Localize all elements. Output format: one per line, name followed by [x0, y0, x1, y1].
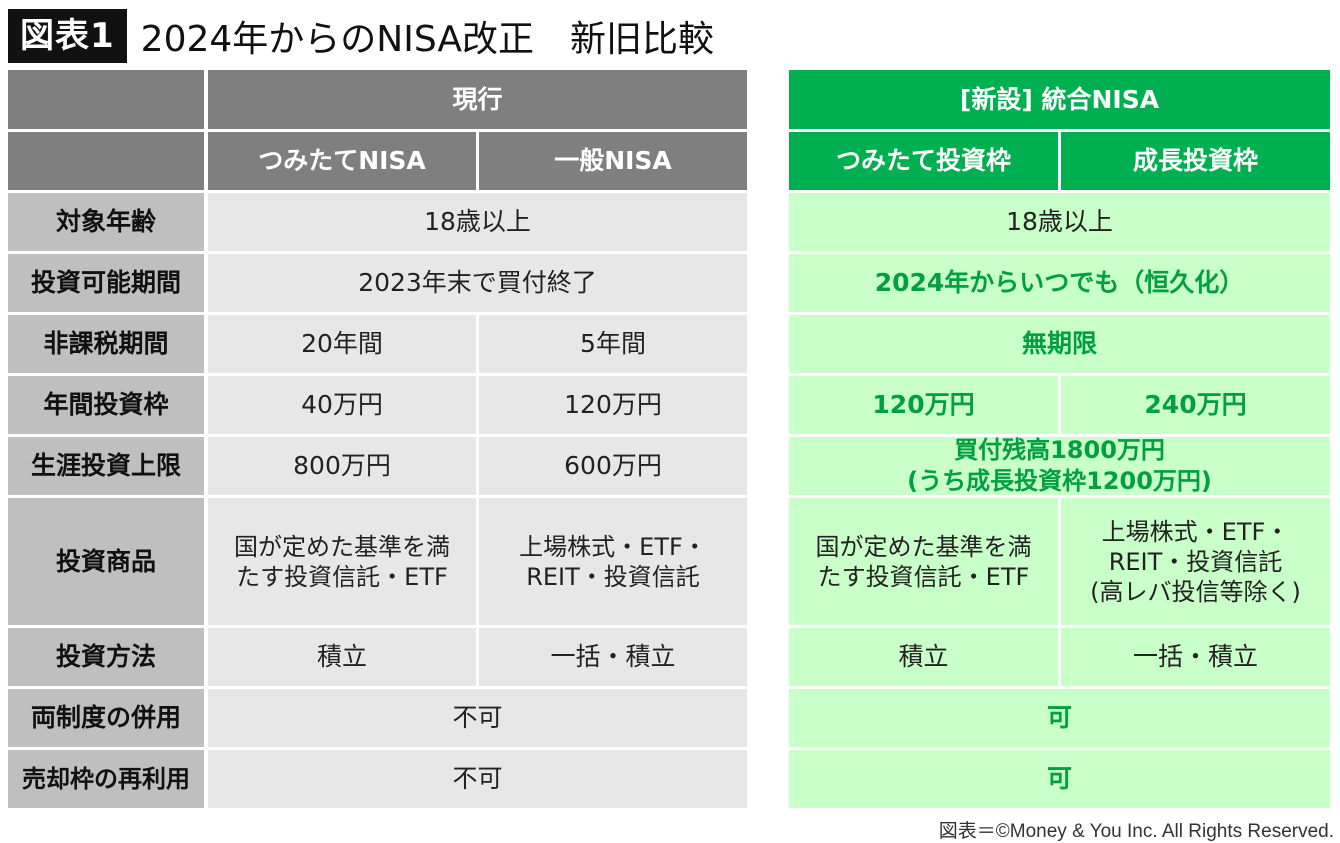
title-text: 2024年からのNISA改正 新旧比較: [140, 19, 714, 60]
new-combined-use: 可: [789, 689, 1330, 747]
new-tsumitate-annual-limit: 120万円: [789, 376, 1058, 434]
copyright-credit: 図表＝©Money & You Inc. All Rights Reserved…: [938, 821, 1334, 842]
new-investment-period: 2024年からいつでも（恒久化）: [789, 254, 1330, 312]
row-label-tax-free-period: 非課税期間: [8, 315, 204, 373]
header-current-group: 現行: [208, 70, 747, 129]
new-target-age: 18歳以上: [789, 193, 1330, 251]
current-ippan-method: 一括・積立: [479, 628, 747, 686]
row-label-products: 投資商品: [8, 498, 204, 625]
new-tsumitate-products: 国が定めた基準を満 たす投資信託・ETF: [789, 498, 1058, 625]
row-label-reuse: 売却枠の再利用: [8, 750, 204, 808]
current-ippan-tax-free-period: 5年間: [479, 315, 747, 373]
current-target-age: 18歳以上: [208, 193, 747, 251]
current-tsumitate-tax-free-period: 20年間: [208, 315, 476, 373]
current-combined-use: 不可: [208, 689, 747, 747]
row-label-lifetime-limit: 生涯投資上限: [8, 437, 204, 495]
current-ippan-annual-limit: 120万円: [479, 376, 747, 434]
current-tsumitate-lifetime-limit: 800万円: [208, 437, 476, 495]
current-tsumitate-annual-limit: 40万円: [208, 376, 476, 434]
header-new-seicho: 成長投資枠: [1061, 132, 1330, 190]
header-current-tsumitate: つみたてNISA: [208, 132, 476, 190]
row-label-combined-use: 両制度の併用: [8, 689, 204, 747]
new-seicho-method: 一括・積立: [1061, 628, 1330, 686]
current-tsumitate-products: 国が定めた基準を満 たす投資信託・ETF: [208, 498, 476, 625]
header-new-group: [新設] 統合NISA: [789, 70, 1330, 129]
current-ippan-products: 上場株式・ETF・ REIT・投資信託: [479, 498, 747, 625]
row-label-annual-limit: 年間投資枠: [8, 376, 204, 434]
new-tax-free-period: 無期限: [789, 315, 1330, 373]
current-investment-period: 2023年末で買付終了: [208, 254, 747, 312]
header-current-ippan: 一般NISA: [479, 132, 747, 190]
header-new-tsumitate: つみたて投資枠: [789, 132, 1058, 190]
header-corner-top: [8, 70, 204, 129]
new-tsumitate-method: 積立: [789, 628, 1058, 686]
current-reuse: 不可: [208, 750, 747, 808]
row-label-investment-period: 投資可能期間: [8, 254, 204, 312]
current-tsumitate-method: 積立: [208, 628, 476, 686]
row-label-target-age: 対象年齢: [8, 193, 204, 251]
new-reuse: 可: [789, 750, 1330, 808]
new-lifetime-limit: 買付残高1800万円 (うち成長投資枠1200万円): [789, 437, 1330, 495]
row-label-method: 投資方法: [8, 628, 204, 686]
new-seicho-products: 上場株式・ETF・ REIT・投資信託 (高レバ投信等除く): [1061, 498, 1330, 625]
figure-label: 図表1: [8, 9, 127, 63]
current-ippan-lifetime-limit: 600万円: [479, 437, 747, 495]
new-seicho-annual-limit: 240万円: [1061, 376, 1330, 434]
header-corner-bottom: [8, 132, 204, 190]
page-title: 図表1 2024年からのNISA改正 新旧比較: [8, 8, 714, 64]
